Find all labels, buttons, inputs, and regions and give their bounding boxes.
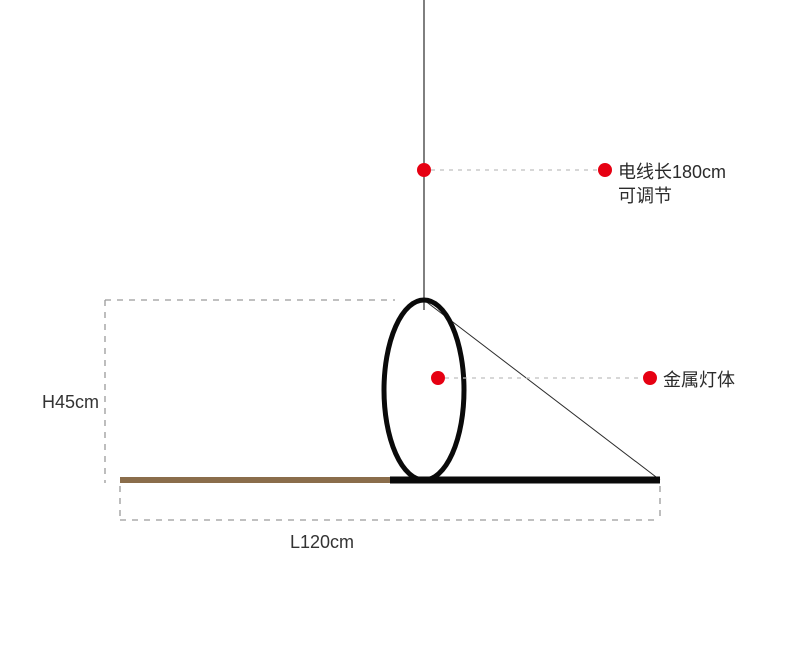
bar-left-segment [120,477,390,483]
diagonal-support [424,300,660,480]
callout-body-label: 金属灯体 [663,368,735,392]
lamp-ring [384,300,464,480]
dimension-length-label: L120cm [290,530,354,554]
diagram-stage: 电线长180cm可调节金属灯体 H45cm L120cm [0,0,800,649]
diagram-svg [0,0,800,649]
callout-wire-dot-b [598,163,612,177]
dimension-height-label: H45cm [42,390,99,414]
callout-body-dot-b [643,371,657,385]
callout-wire-label: 电线长180cm可调节 [618,160,726,209]
callout-body-dot-a [431,371,445,385]
callout-wire-dot-a [417,163,431,177]
